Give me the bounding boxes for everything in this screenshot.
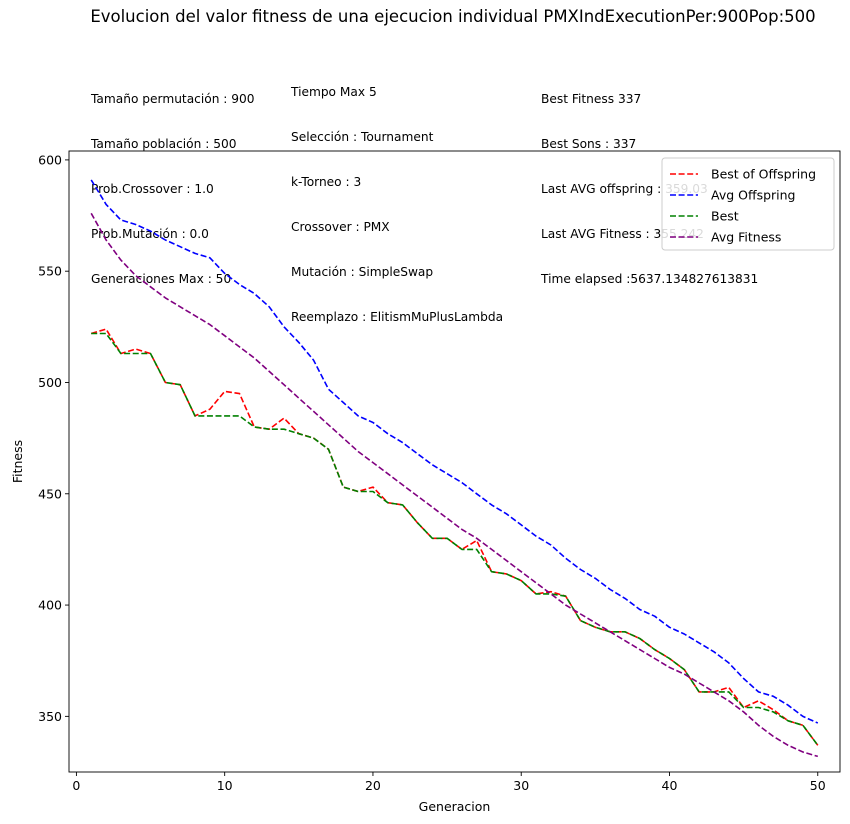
info-line: Best Fitness 337 — [541, 92, 642, 106]
info-line: Prob.Crossover : 1.0 — [91, 182, 214, 196]
info-block-params: Tamaño permutación : 900 Tamaño població… — [91, 62, 255, 302]
y-tick-label: 500 — [38, 375, 62, 390]
legend-label: Avg Offspring — [711, 188, 796, 203]
series-line-avg-offspring — [90, 179, 819, 724]
x-tick-label: 50 — [810, 778, 826, 793]
info-line: k-Torneo : 3 — [291, 175, 362, 189]
info-line: Crossover : PMX — [291, 220, 390, 234]
info-block-results: Best Fitness 337 Best Sons : 337 Last AV… — [541, 62, 758, 302]
info-line: Mutación : SimpleSwap — [291, 265, 434, 279]
info-line: Generaciones Max : 50 — [91, 272, 232, 286]
info-block-operators: Tiempo Max 5 Selección : Tournament k-To… — [291, 55, 503, 340]
info-line: Prob.Mutación : 0.0 — [91, 227, 209, 241]
info-line: Tamaño permutación : 900 — [91, 92, 255, 106]
series-line-best — [91, 332, 819, 746]
y-axis-label: Fitness — [10, 440, 25, 483]
x-tick-label: 10 — [217, 778, 233, 793]
series-line-avg-fitness — [90, 212, 819, 758]
y-tick-label: 450 — [38, 486, 62, 501]
x-tick-label: 20 — [365, 778, 381, 793]
legend-label: Best of Offspring — [711, 167, 816, 182]
info-line: Selección : Tournament — [291, 130, 434, 144]
info-line: Reemplazo : ElitismMuPlusLambda — [291, 310, 504, 324]
x-tick-label: 30 — [513, 778, 529, 793]
y-tick-label: 600 — [38, 152, 62, 167]
y-tick-label: 550 — [38, 264, 62, 279]
plot-frame — [68, 150, 841, 773]
x-tick-label: 40 — [662, 778, 678, 793]
info-line: Time elapsed :5637.134827613831 — [541, 272, 759, 286]
y-tick-label: 400 — [38, 598, 62, 613]
info-line: Tamaño población : 500 — [91, 137, 237, 151]
series-line-best-of-offspring — [90, 328, 819, 746]
y-tick-label: 350 — [38, 709, 62, 724]
x-tick-label: 0 — [72, 778, 80, 793]
legend-box — [661, 157, 835, 251]
legend-label: Best — [711, 209, 739, 224]
chart-title: Evolucion del valor fitness de una ejecu… — [90, 7, 816, 26]
info-line: Best Sons : 337 — [541, 137, 637, 151]
x-axis-label: Generacion — [419, 799, 491, 814]
info-line: Tiempo Max 5 — [291, 85, 377, 99]
legend-label: Avg Fitness — [711, 230, 781, 245]
